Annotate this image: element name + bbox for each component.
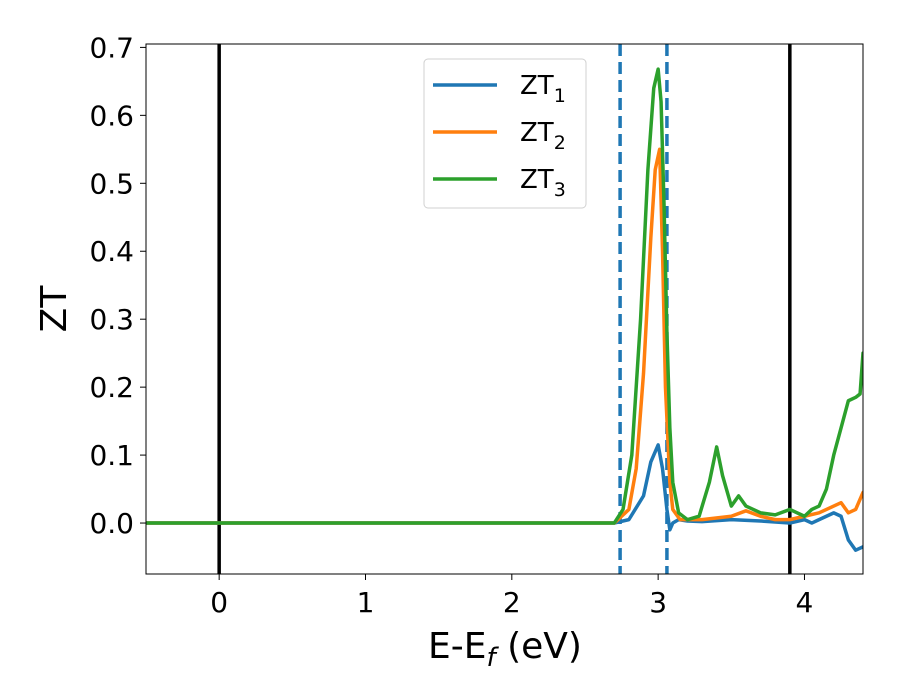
legend-label-3: ZT3 [520, 165, 566, 201]
legend: ZT1 ZT2 ZT3 [423, 58, 587, 209]
legend-box [423, 58, 587, 209]
x-axis-title: E-Ef (eV) [428, 626, 582, 673]
legend-label-1: ZT1 [520, 71, 566, 107]
y-tick-label-1: 0.1 [89, 439, 134, 472]
x-tick-label-3: 3 [649, 586, 667, 619]
y-axis-title: ZT [34, 285, 75, 333]
y-tick-label-3: 0.3 [89, 303, 134, 336]
legend-label-2: ZT2 [520, 118, 566, 154]
reference-lines [217, 44, 792, 574]
x-axis-ticks: 0 1 2 3 4 [210, 574, 813, 619]
x-tick-label-0: 0 [210, 586, 228, 619]
series-line-zt3 [146, 67, 863, 525]
y-tick-label-6: 0.6 [89, 99, 134, 132]
plot-frame [145, 43, 864, 575]
y-tick-label-2: 0.2 [89, 371, 134, 404]
series-line-zt1 [146, 443, 863, 552]
x-tick-label-2: 2 [503, 586, 521, 619]
x-tick-label-4: 4 [796, 586, 814, 619]
y-tick-label-4: 0.4 [89, 235, 134, 268]
series-group [146, 67, 863, 552]
y-tick-label-5: 0.5 [89, 167, 134, 200]
y-tick-label-7: 0.7 [89, 31, 134, 64]
y-tick-label-0: 0.0 [89, 507, 134, 540]
x-tick-label-1: 1 [357, 586, 375, 619]
y-axis-ticks: 0.0 0.1 0.2 0.3 0.4 0.5 0.6 0.7 [89, 31, 146, 540]
